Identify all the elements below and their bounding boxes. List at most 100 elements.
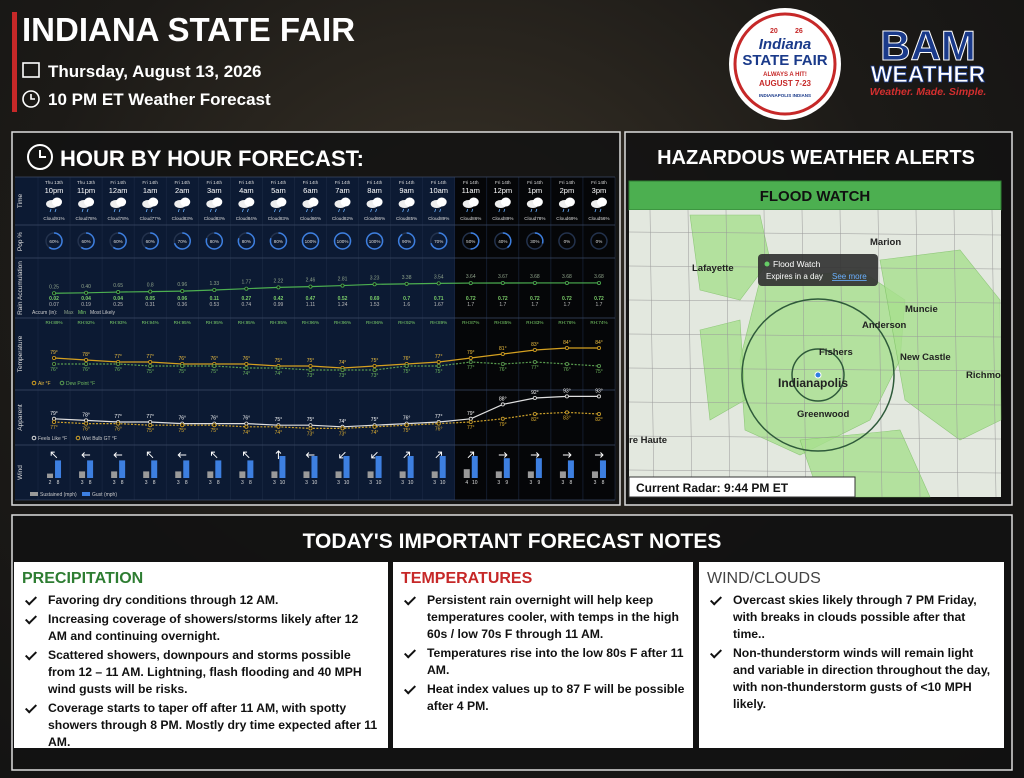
rh-label-part: 92 — [406, 320, 412, 325]
accum-max-label: 1.33 — [209, 281, 219, 287]
accum-min-label: 0.71 — [434, 296, 444, 302]
gust-label: 10 — [408, 480, 414, 486]
pop-label-part: 30 — [530, 239, 536, 244]
county-line — [628, 367, 1002, 372]
feels-label-part: ° — [248, 416, 250, 422]
air-label: 76° — [211, 356, 219, 362]
gust-bar — [407, 456, 414, 478]
dew-label-part: ° — [280, 371, 282, 377]
wetbulb-label: 77° — [467, 425, 475, 431]
bam-logo-sub: WEATHER — [871, 61, 986, 87]
pop-ring — [429, 232, 448, 250]
wetbulb-point — [148, 423, 153, 428]
hour-label: 11pm — [77, 186, 95, 195]
air-label-part: ° — [569, 340, 571, 346]
air-label-part: 77 — [114, 354, 120, 360]
sustained-label: 3 — [177, 480, 180, 486]
wetbulb-label: 75° — [403, 428, 411, 434]
dew-label: 75° — [211, 369, 219, 375]
gust-label: 8 — [185, 480, 188, 486]
dew-point — [212, 363, 217, 368]
rain-drop — [86, 208, 89, 213]
cloud-label-part: Cloud — [75, 216, 87, 221]
rain-drop — [113, 208, 116, 213]
rh-label-part: % — [187, 320, 191, 325]
note: Non-thunderstorm winds will remain light… — [707, 645, 996, 713]
dew-label: 76° — [563, 367, 571, 373]
pop-label-part: % — [55, 239, 59, 244]
cloud-label-part: % — [605, 216, 609, 221]
rain-drop — [466, 208, 469, 213]
dew-label-part: 76 — [114, 367, 120, 373]
cloud-shape — [564, 197, 575, 207]
wetbulb-label: 83° — [563, 415, 571, 421]
cloud-label-part: 86 — [472, 216, 478, 221]
wetbulb-label-part: 73 — [307, 431, 313, 437]
accum-likely-label: 0.07 — [49, 302, 59, 308]
sustained-bar — [143, 471, 150, 478]
air-point — [244, 361, 249, 366]
hour-label: 2am — [175, 186, 190, 195]
air-label-part: ° — [88, 352, 90, 358]
rh-label-part: 95 — [214, 320, 220, 325]
dew-point — [340, 367, 345, 372]
accum_max-point — [596, 280, 601, 285]
county-line — [628, 333, 1002, 338]
accum_max-point — [564, 280, 569, 285]
rh-label-part: RH: — [302, 320, 310, 325]
air-label-part: 75 — [371, 358, 377, 364]
rain-drop — [471, 208, 474, 213]
wetbulb-label-part: 74 — [275, 430, 281, 436]
cloud-label-part: % — [285, 216, 289, 221]
rain-drop — [49, 208, 52, 213]
accum_max-point — [180, 289, 185, 294]
feels-point — [308, 423, 313, 428]
wetbulb-label: 74° — [243, 430, 251, 436]
cloud-shape — [436, 197, 447, 207]
cloud-label-part: Cloud — [364, 216, 376, 221]
accum_max-point — [500, 280, 505, 285]
dew-label: 73° — [339, 373, 347, 379]
accum-min-label: 0.05 — [145, 296, 155, 302]
air-label-part: 84 — [595, 340, 601, 346]
feels-label-part: ° — [376, 417, 378, 423]
rh-label-part: RH: — [366, 320, 374, 325]
dew-label-part: ° — [312, 373, 314, 379]
gust-legend: Gust (mph) — [92, 492, 117, 498]
cloud-shape — [84, 197, 95, 207]
accum-max-label: 0.25 — [49, 284, 59, 290]
pop-label: 70% — [434, 239, 443, 244]
feels-label-part: 76 — [211, 416, 217, 422]
rain-drop — [343, 208, 345, 213]
cloud-label: Cloud78% — [524, 216, 545, 221]
dew-label-part: 75 — [595, 369, 601, 375]
rh-label-part: % — [571, 320, 575, 325]
sustained-bar — [367, 471, 374, 478]
feels-label-part: 76 — [178, 416, 184, 422]
logo-tagline: ALWAYS A HIT! — [763, 72, 807, 78]
air-label: 78° — [82, 352, 90, 358]
hour-label: 12am — [109, 186, 128, 195]
notes-box: WIND/CLOUDS Overcast skies likely throug… — [699, 562, 1004, 748]
gust-label: 10 — [312, 480, 318, 486]
dew-label: 74° — [243, 371, 251, 377]
air-label-part: 75 — [307, 358, 313, 364]
wetbulb-label-part: ° — [601, 417, 603, 423]
row-label: Temperature — [17, 335, 24, 372]
cloud-label-part: 86 — [312, 216, 318, 221]
rain-drop — [145, 208, 148, 213]
wind-arrow — [498, 452, 508, 458]
air-label: 74° — [339, 360, 347, 366]
wind-arrow — [371, 451, 378, 459]
air-point — [372, 363, 377, 368]
pop-label: 40% — [498, 239, 507, 244]
feels-label-part: 74 — [339, 419, 345, 425]
calendar-icon — [22, 62, 40, 78]
accum-min-label: 0.06 — [177, 296, 187, 302]
sustained-bar — [527, 471, 534, 478]
county-line — [877, 209, 883, 498]
rh-label: RH:95% — [238, 320, 255, 325]
weather-icon — [174, 197, 191, 213]
sustained-bar — [463, 469, 470, 478]
accum-min-label: 0.7 — [403, 296, 410, 302]
